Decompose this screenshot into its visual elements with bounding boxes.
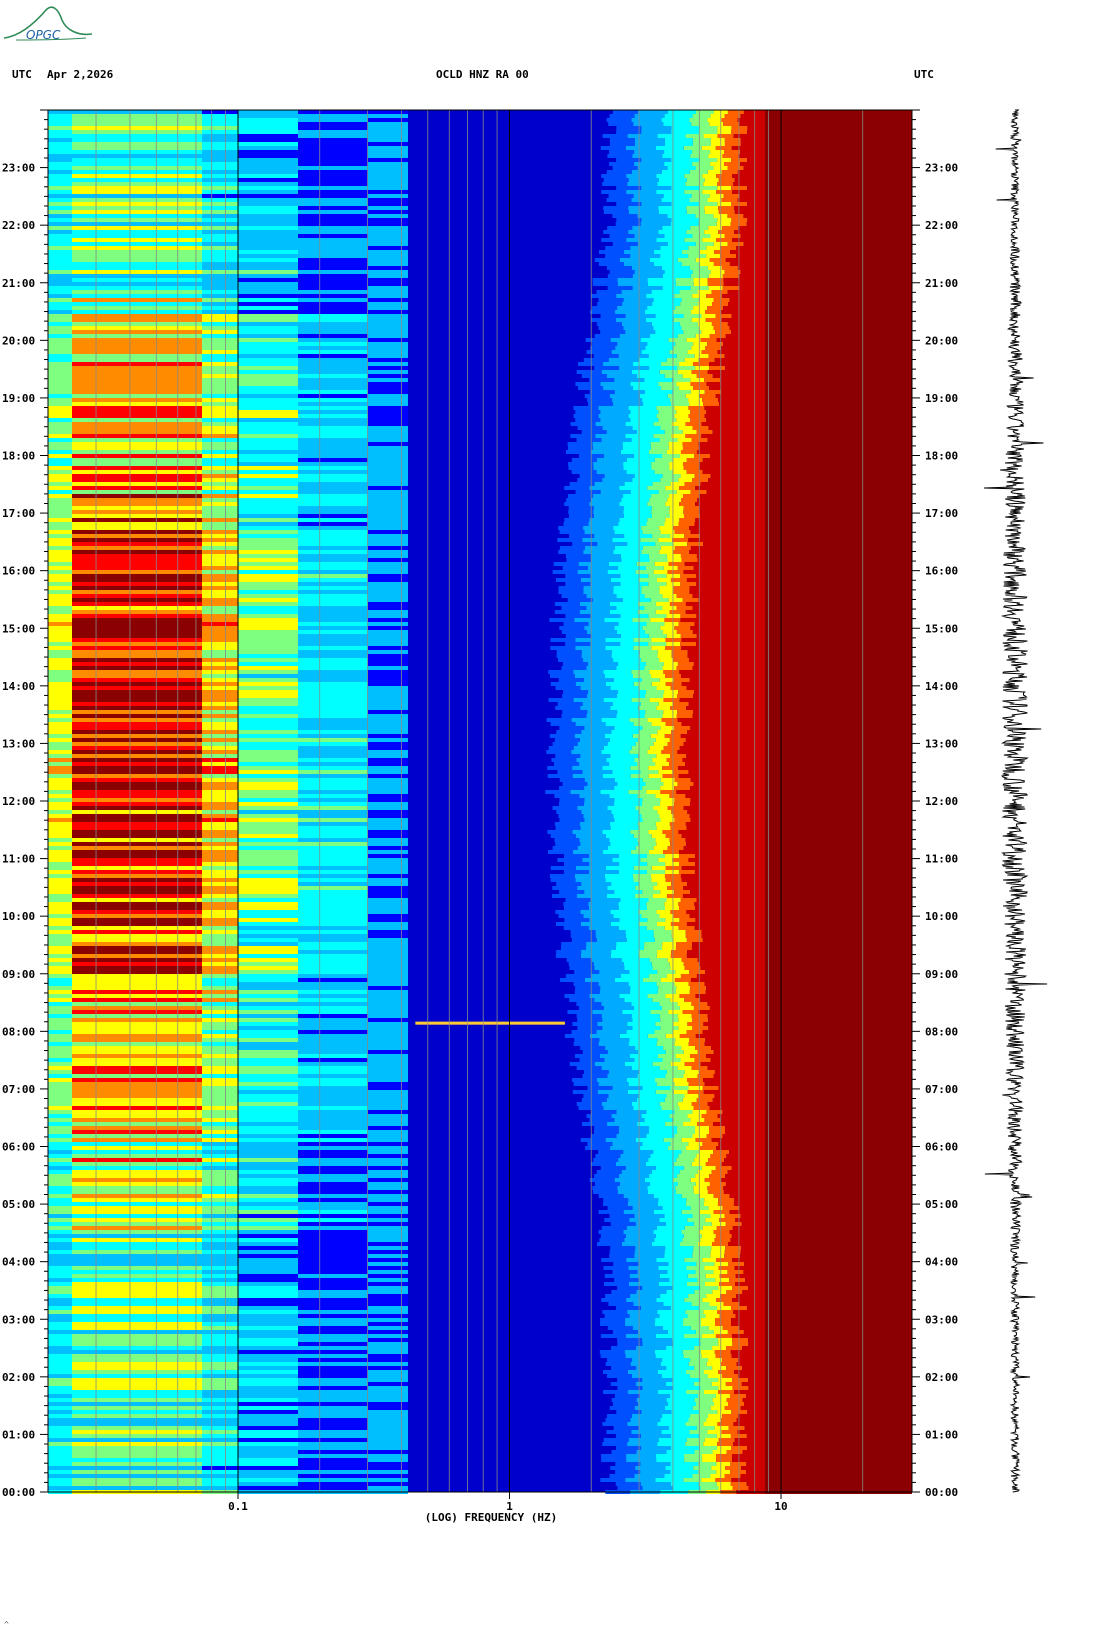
y-tick-label-left: 04:00 <box>2 1256 35 1269</box>
y-tick-label-right: 13:00 <box>925 737 958 750</box>
header-left-tz: UTC <box>12 68 32 81</box>
y-tick-label-right: 00:00 <box>925 1486 958 1499</box>
y-tick-label-left: 08:00 <box>2 1025 35 1038</box>
y-tick-label-right: 21:00 <box>925 277 958 290</box>
y-tick-label-left: 22:00 <box>2 219 35 232</box>
y-tick-label-left: 00:00 <box>2 1486 35 1499</box>
corner-mark: ^ <box>4 1620 9 1629</box>
y-tick-label-right: 22:00 <box>925 219 958 232</box>
y-tick-label-right: 08:00 <box>925 1025 958 1038</box>
y-tick-label-right: 17:00 <box>925 507 958 520</box>
y-tick-label-left: 20:00 <box>2 334 35 347</box>
x-tick-label: 0.1 <box>228 1500 248 1513</box>
logo-text: OPGC <box>26 28 61 42</box>
y-tick-label-left: 03:00 <box>2 1313 35 1326</box>
header-station: OCLD HNZ RA 00 <box>436 68 529 81</box>
y-tick-label-left: 02:00 <box>2 1371 35 1384</box>
header-date: Apr 2,2026 <box>47 68 114 81</box>
y-tick-label-left: 23:00 <box>2 162 35 175</box>
y-tick-label-right: 23:00 <box>925 162 958 175</box>
y-tick-label-left: 10:00 <box>2 910 35 923</box>
x-axis: 0.1 1 10 <box>228 1492 788 1513</box>
y-tick-label-left: 13:00 <box>2 737 35 750</box>
y-tick-label-left: 21:00 <box>2 277 35 290</box>
y-tick-label-right: 06:00 <box>925 1141 958 1154</box>
y-tick-label-left: 14:00 <box>2 680 35 693</box>
y-tick-label-right: 04:00 <box>925 1256 958 1269</box>
y-tick-label-right: 03:00 <box>925 1313 958 1326</box>
event-line-layer <box>415 1021 565 1025</box>
header-right-tz: UTC <box>914 68 934 81</box>
logo-mountain-icon <box>3 6 93 39</box>
opgc-logo: OPGC <box>3 6 93 42</box>
y-tick-label-right: 05:00 <box>925 1198 958 1211</box>
spectrogram-bands <box>48 110 912 1494</box>
y-axis-left: 00:00 01:00 02:00 03:00 04:00 05:00 06:00 07:00… <box>2 109 48 1499</box>
y-tick-label-left: 05:00 <box>2 1198 35 1211</box>
y-tick-label-right: 20:00 <box>925 334 958 347</box>
seismogram-trace <box>983 109 1048 1493</box>
y-tick-label-left: 18:00 <box>2 450 35 463</box>
y-axis-right: 00:00 01:00 02:00 03:00 04:00 05:00 06:00 07:00… <box>912 109 958 1499</box>
y-tick-label-right: 15:00 <box>925 622 958 635</box>
y-tick-label-right: 12:00 <box>925 795 958 808</box>
y-tick-label-left: 11:00 <box>2 853 35 866</box>
x-axis-label: (LOG) FREQUENCY (HZ) <box>425 1511 557 1524</box>
y-tick-label-right: 09:00 <box>925 968 958 981</box>
gridlines <box>95 110 864 1492</box>
y-tick-label-left: 17:00 <box>2 507 35 520</box>
y-tick-label-right: 07:00 <box>925 1083 958 1096</box>
x-tick-label: 10 <box>774 1500 787 1513</box>
y-tick-label-left: 07:00 <box>2 1083 35 1096</box>
y-tick-label-right: 01:00 <box>925 1428 958 1441</box>
y-tick-label-left: 19:00 <box>2 392 35 405</box>
y-tick-label-left: 12:00 <box>2 795 35 808</box>
y-tick-label-right: 11:00 <box>925 853 958 866</box>
y-tick-label-right: 16:00 <box>925 565 958 578</box>
y-tick-label-left: 16:00 <box>2 565 35 578</box>
y-tick-label-right: 19:00 <box>925 392 958 405</box>
seismogram-waveform <box>983 109 1048 1493</box>
y-tick-label-right: 02:00 <box>925 1371 958 1384</box>
y-tick-label-left: 09:00 <box>2 968 35 981</box>
y-tick-label-left: 06:00 <box>2 1141 35 1154</box>
x-tick-label: 1 <box>506 1500 513 1513</box>
y-tick-label-right: 10:00 <box>925 910 958 923</box>
event-line <box>415 1021 565 1025</box>
y-tick-label-right: 14:00 <box>925 680 958 693</box>
y-tick-label-left: 15:00 <box>2 622 35 635</box>
y-tick-label-right: 18:00 <box>925 450 958 463</box>
y-tick-label-left: 01:00 <box>2 1428 35 1441</box>
